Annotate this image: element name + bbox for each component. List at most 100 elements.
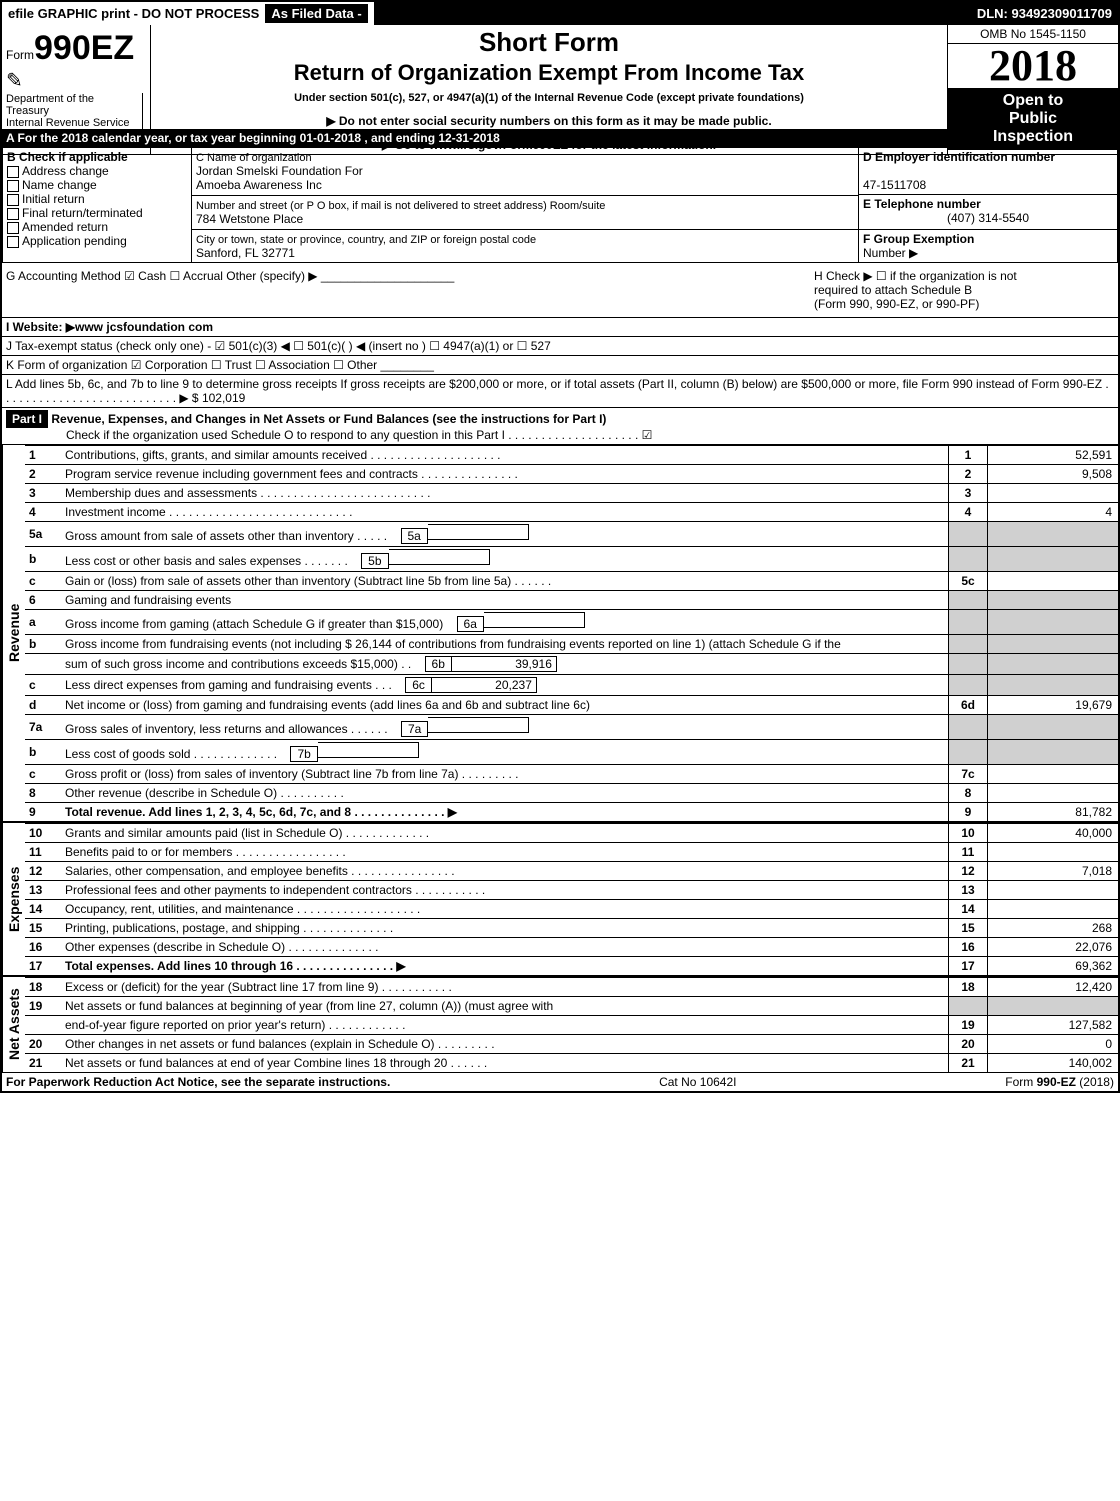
line-12: 12Salaries, other compensation, and empl… xyxy=(25,862,1118,881)
line-5a: 5aGross amount from sale of assets other… xyxy=(25,522,1118,547)
d-label: D Employer identification number xyxy=(863,150,1055,164)
expenses-section: Expenses 10Grants and similar amounts pa… xyxy=(2,823,1118,977)
h-line1: H Check ▶ ☐ if the organization is not xyxy=(814,269,1114,283)
row-g-h: G Accounting Method ☑ Cash ☐ Accrual Oth… xyxy=(2,263,1118,318)
revenue-section: Revenue 1Contributions, gifts, grants, a… xyxy=(2,445,1118,823)
open-line1: Open to xyxy=(950,92,1116,110)
line-18: 18Excess or (deficit) for the year (Subt… xyxy=(25,978,1118,997)
addr-label: Number and street (or P O box, if mail i… xyxy=(196,200,605,212)
line-6b2: sum of such gross income and contributio… xyxy=(25,654,1118,675)
footer-mid: Cat No 10642I xyxy=(659,1075,736,1089)
ssn-warning: ▶ Do not enter social security numbers o… xyxy=(159,114,939,128)
l5a-amt xyxy=(428,524,529,540)
addr-value: 784 Wetstone Place xyxy=(196,212,303,226)
line-19b: end-of-year figure reported on prior yea… xyxy=(25,1016,1118,1035)
form-container: efile GRAPHIC print - DO NOT PROCESS As … xyxy=(0,0,1120,1093)
l6a-desc: Gross income from gaming (attach Schedul… xyxy=(65,617,443,631)
box-b-title: B Check if applicable xyxy=(7,150,128,164)
c-label: C Name of organization xyxy=(196,152,312,164)
l7b-box: 7b xyxy=(290,746,317,762)
dept-line2: Treasury xyxy=(6,105,138,117)
line-1: 1Contributions, gifts, grants, and simil… xyxy=(25,446,1118,465)
l9-desc: Total revenue. Add lines 1, 2, 3, 4, 5c,… xyxy=(65,805,457,819)
line-6b: bGross income from fundraising events (n… xyxy=(25,635,1118,654)
short-form-title: Short Form xyxy=(159,27,939,58)
return-title: Return of Organization Exempt From Incom… xyxy=(159,60,939,86)
phone-value: (407) 314-5540 xyxy=(863,211,1113,225)
footer-row: For Paperwork Reduction Act Notice, see … xyxy=(2,1072,1118,1091)
org-name2: Amoeba Awareness Inc xyxy=(196,178,322,192)
expenses-table: 10Grants and similar amounts paid (list … xyxy=(25,823,1118,975)
line-h: H Check ▶ ☐ if the organization is not r… xyxy=(814,269,1114,311)
open-inspection: Open to Public Inspection xyxy=(948,88,1118,150)
line-5b: bLess cost or other basis and sales expe… xyxy=(25,547,1118,572)
line-7c: cGross profit or (loss) from sales of in… xyxy=(25,765,1118,784)
expenses-sidelabel: Expenses xyxy=(2,823,25,975)
footer-left: For Paperwork Reduction Act Notice, see … xyxy=(6,1075,390,1089)
line-9: 9Total revenue. Add lines 1, 2, 3, 4, 5c… xyxy=(25,803,1118,822)
line-6: 6Gaming and fundraising events xyxy=(25,591,1118,610)
l7a-desc: Gross sales of inventory, less returns a… xyxy=(65,722,388,736)
line-17: 17Total expenses. Add lines 10 through 1… xyxy=(25,957,1118,976)
tax-year: 2018 xyxy=(948,44,1118,88)
box-c-name: C Name of organization Jordan Smelski Fo… xyxy=(192,148,859,196)
line-i: I Website: ▶www jcsfoundation com xyxy=(2,318,1118,337)
l6c-amt: 20,237 xyxy=(432,677,537,693)
part1-title: Revenue, Expenses, and Changes in Net As… xyxy=(51,412,606,426)
h-line3: (Form 990, 990-EZ, or 990-PF) xyxy=(814,297,1114,311)
line-g: G Accounting Method ☑ Cash ☐ Accrual Oth… xyxy=(6,269,814,311)
entity-info-table: B Check if applicable Address change Nam… xyxy=(2,147,1118,263)
city-value: Sanford, FL 32771 xyxy=(196,246,295,260)
l7b-amt xyxy=(318,742,419,758)
line-8: 8Other revenue (describe in Schedule O) … xyxy=(25,784,1118,803)
line-14: 14Occupancy, rent, utilities, and mainte… xyxy=(25,900,1118,919)
line-l: L Add lines 5b, 6c, and 7b to line 9 to … xyxy=(2,375,1118,408)
part1-label: Part I xyxy=(6,410,48,428)
l6c-desc: Less direct expenses from gaming and fun… xyxy=(65,678,392,692)
top-bar: efile GRAPHIC print - DO NOT PROCESS As … xyxy=(2,2,1118,25)
box-b: B Check if applicable Address change Nam… xyxy=(3,148,192,263)
line-20: 20Other changes in net assets or fund ba… xyxy=(25,1035,1118,1054)
open-line2: Public xyxy=(950,110,1116,128)
netassets-sidelabel: Net Assets xyxy=(2,977,25,1072)
line-j: J Tax-exempt status (check only one) - ☑… xyxy=(2,337,1118,356)
line-16: 16Other expenses (describe in Schedule O… xyxy=(25,938,1118,957)
right-column: OMB No 1545-1150 2018 Open to Public Ins… xyxy=(948,25,1118,154)
line-7b: bLess cost of goods sold . . . . . . . .… xyxy=(25,740,1118,765)
part1-header-row: Part I Revenue, Expenses, and Changes in… xyxy=(2,408,1118,445)
l7b-desc: Less cost of goods sold . . . . . . . . … xyxy=(65,747,277,761)
line-13: 13Professional fees and other payments t… xyxy=(25,881,1118,900)
asfiled-label: As Filed Data - xyxy=(265,4,367,23)
dept-line3: Internal Revenue Service xyxy=(6,117,138,129)
l6a-box: 6a xyxy=(457,616,484,632)
l17-desc: Total expenses. Add lines 10 through 16 … xyxy=(65,959,406,973)
line-7a: 7aGross sales of inventory, less returns… xyxy=(25,715,1118,740)
box-d-e: D Employer identification number 47-1511… xyxy=(859,148,1118,230)
h-line2: required to attach Schedule B xyxy=(814,283,1114,297)
l6b-amt: 39,916 xyxy=(452,656,557,672)
l6c-box: 6c xyxy=(405,677,432,693)
chk-name: Name change xyxy=(22,178,97,192)
line-11: 11Benefits paid to or for members . . . … xyxy=(25,843,1118,862)
netassets-table: 18Excess or (deficit) for the year (Subt… xyxy=(25,977,1118,1072)
line-15: 15Printing, publications, postage, and s… xyxy=(25,919,1118,938)
line-6c: cLess direct expenses from gaming and fu… xyxy=(25,675,1118,696)
l5b-box: 5b xyxy=(361,553,388,569)
box-c-city: City or town, state or province, country… xyxy=(192,230,859,263)
org-name1: Jordan Smelski Foundation For xyxy=(196,164,363,178)
footer-right: Form 990-EZ (2018) xyxy=(1005,1075,1114,1089)
line-10: 10Grants and similar amounts paid (list … xyxy=(25,824,1118,843)
chk-address: Address change xyxy=(22,164,109,178)
l5a-desc: Gross amount from sale of assets other t… xyxy=(65,529,387,543)
chk-final: Final return/terminated xyxy=(22,206,143,220)
dln-label: DLN: 93492309011709 xyxy=(971,4,1118,23)
line-6d: dNet income or (loss) from gaming and fu… xyxy=(25,696,1118,715)
open-line3: Inspection xyxy=(950,128,1116,146)
f-value: Number ▶ xyxy=(863,246,918,260)
box-c-addr: Number and street (or P O box, if mail i… xyxy=(192,196,859,230)
line-19: 19Net assets or fund balances at beginni… xyxy=(25,997,1118,1016)
chk-amended: Amended return xyxy=(22,220,108,234)
efile-label: efile GRAPHIC print - DO NOT PROCESS xyxy=(8,6,259,21)
box-f: F Group Exemption Number ▶ xyxy=(859,230,1118,263)
line-2: 2Program service revenue including gover… xyxy=(25,465,1118,484)
